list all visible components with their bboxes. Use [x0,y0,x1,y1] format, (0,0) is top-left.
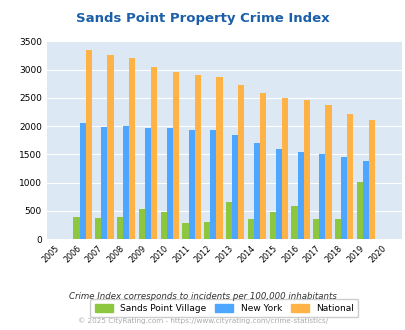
Bar [204,222,210,239]
Bar [95,218,101,239]
Bar [238,85,244,239]
Bar [210,129,216,239]
Bar [232,135,238,239]
Bar [182,223,188,239]
Bar [123,125,129,239]
Bar [117,216,123,239]
Bar [151,67,157,239]
Bar [346,114,352,239]
Bar [340,157,346,239]
Bar [362,161,368,239]
Bar [334,219,340,239]
Text: Crime Index corresponds to incidents per 100,000 inhabitants: Crime Index corresponds to incidents per… [69,292,336,301]
Bar [107,55,113,239]
Bar [129,58,135,239]
Bar [291,206,297,239]
Text: © 2025 CityRating.com - https://www.cityrating.com/crime-statistics/: © 2025 CityRating.com - https://www.city… [78,317,327,324]
Bar [297,152,303,239]
Bar [139,209,145,239]
Bar [260,93,266,239]
Bar [194,75,200,239]
Bar [79,123,85,239]
Bar [166,128,173,239]
Bar [173,72,179,239]
Bar [216,78,222,239]
Bar [269,212,275,239]
Bar [188,130,194,239]
Bar [313,219,319,239]
Bar [325,105,331,239]
Text: Sands Point Property Crime Index: Sands Point Property Crime Index [76,12,329,24]
Bar [319,154,325,239]
Bar [368,120,374,239]
Bar [303,100,309,239]
Bar [85,50,92,239]
Bar [247,219,254,239]
Bar [275,149,281,239]
Bar [160,212,166,239]
Bar [281,98,287,239]
Bar [145,128,151,239]
Bar [356,182,362,239]
Bar [254,143,260,239]
Legend: Sands Point Village, New York, National: Sands Point Village, New York, National [90,299,358,317]
Bar [73,216,79,239]
Bar [226,203,232,239]
Bar [101,127,107,239]
